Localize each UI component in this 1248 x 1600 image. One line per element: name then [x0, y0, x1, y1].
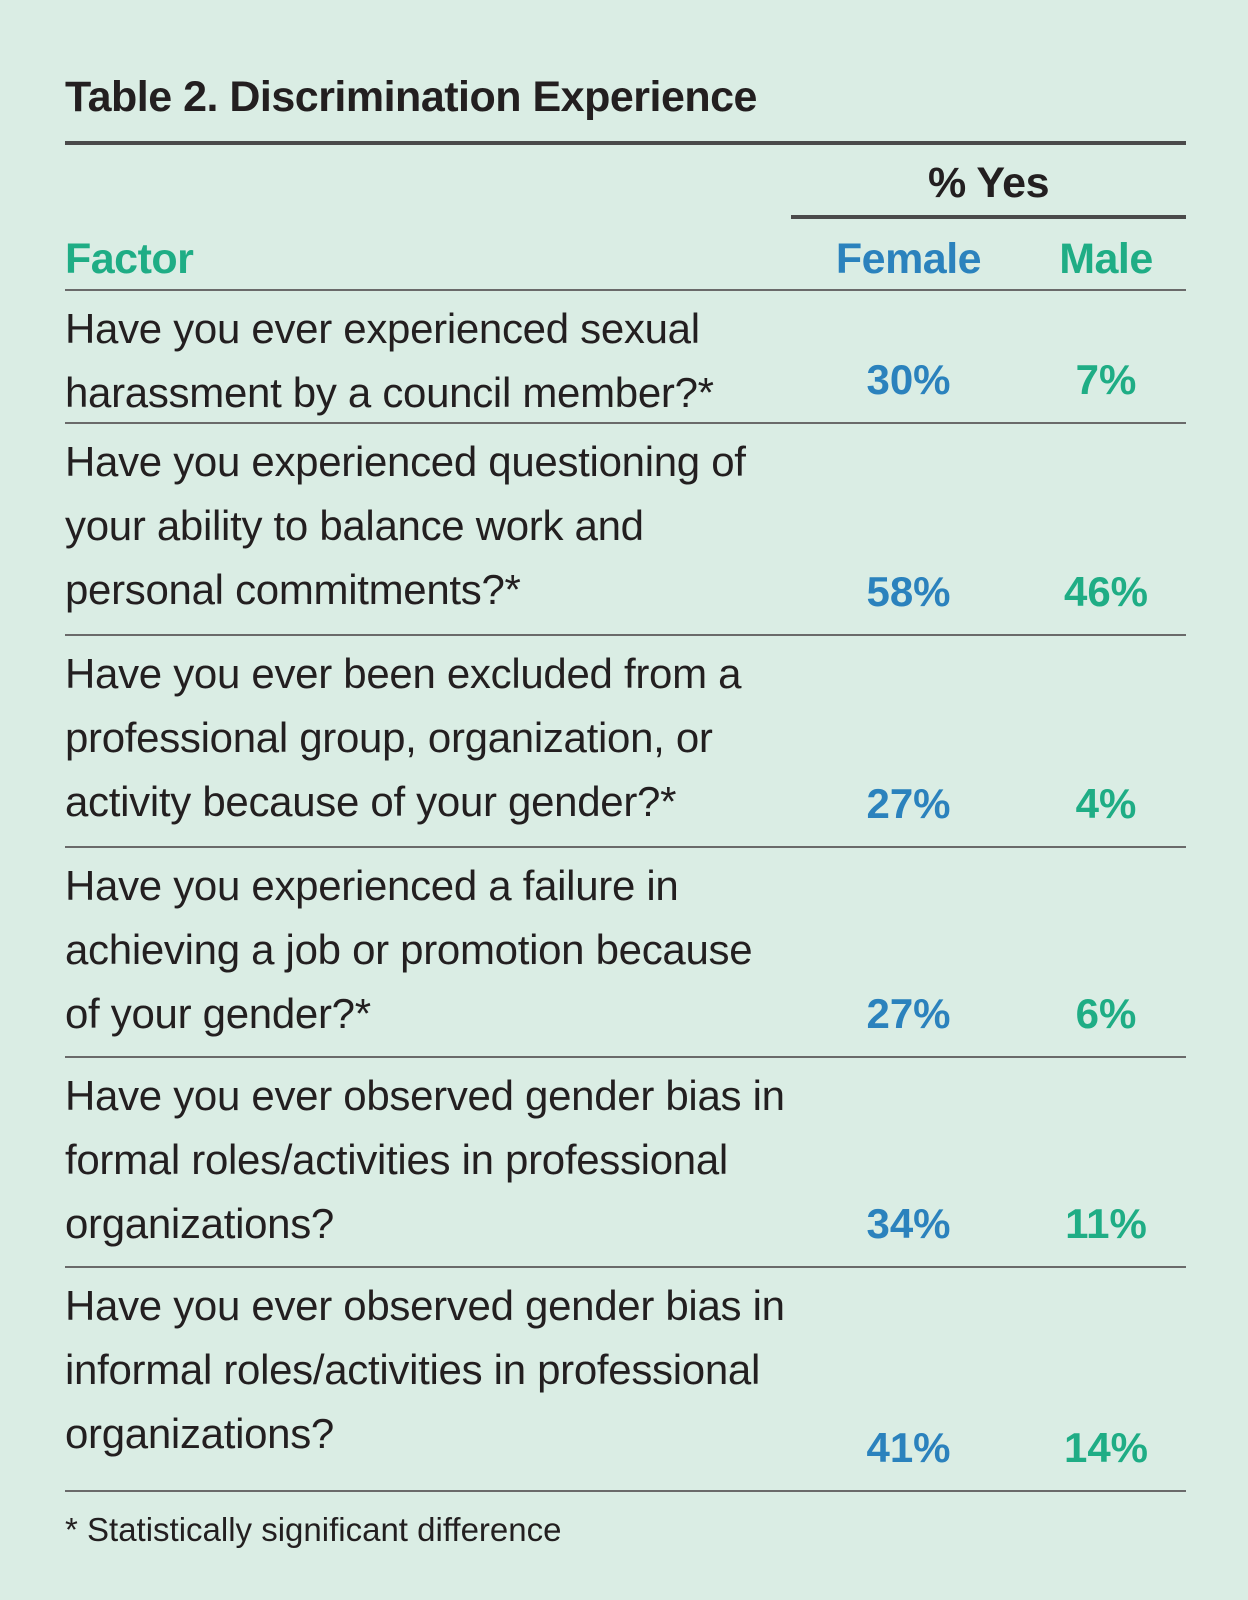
question-text: Have you ever observed gender bias in in…	[65, 1282, 785, 1457]
factor-column-header: Factor	[65, 235, 194, 283]
question-text: Have you experienced a failure in achiev…	[65, 862, 753, 1037]
male-value: 7%	[1075, 356, 1137, 403]
percent-yes-header: % Yes	[927, 159, 1050, 207]
table-row: Have you experienced questioning of your…	[65, 424, 1186, 636]
male-value: 4%	[1075, 780, 1137, 827]
group-header-rule	[791, 215, 1186, 219]
male-value: 46%	[1063, 568, 1149, 615]
table-row: Have you ever experienced sexual harassm…	[65, 291, 1186, 424]
female-value: 27%	[866, 780, 951, 827]
table-row: Have you ever been excluded from a profe…	[65, 636, 1186, 848]
footnote: * Statistically significant difference	[65, 1511, 562, 1548]
male-value: 6%	[1075, 990, 1137, 1037]
table-row: Have you ever observed gender bias in fo…	[65, 1058, 1186, 1268]
table-row: Have you ever observed gender bias in in…	[65, 1268, 1186, 1492]
question-text: Have you ever experienced sexual harassm…	[65, 305, 714, 416]
female-value: 34%	[866, 1200, 951, 1247]
female-value: 58%	[866, 568, 951, 615]
question-text: Have you experienced questioning of your…	[65, 438, 746, 613]
female-value: 41%	[866, 1424, 951, 1471]
male-value: 11%	[1065, 1200, 1147, 1247]
female-value: 27%	[866, 990, 951, 1037]
question-text: Have you ever observed gender bias in fo…	[65, 1072, 785, 1247]
top-rule	[65, 141, 1186, 145]
female-value: 30%	[866, 356, 951, 403]
table-title: Table 2. Discrimination Experience	[65, 73, 757, 121]
male-value: 14%	[1063, 1424, 1149, 1471]
question-text: Have you ever been excluded from a profe…	[65, 650, 742, 825]
female-column-header: Female	[835, 235, 982, 283]
header-rule	[65, 289, 1186, 291]
male-column-header: Male	[1059, 235, 1153, 283]
table-row: Have you experienced a failure in achiev…	[65, 848, 1186, 1058]
